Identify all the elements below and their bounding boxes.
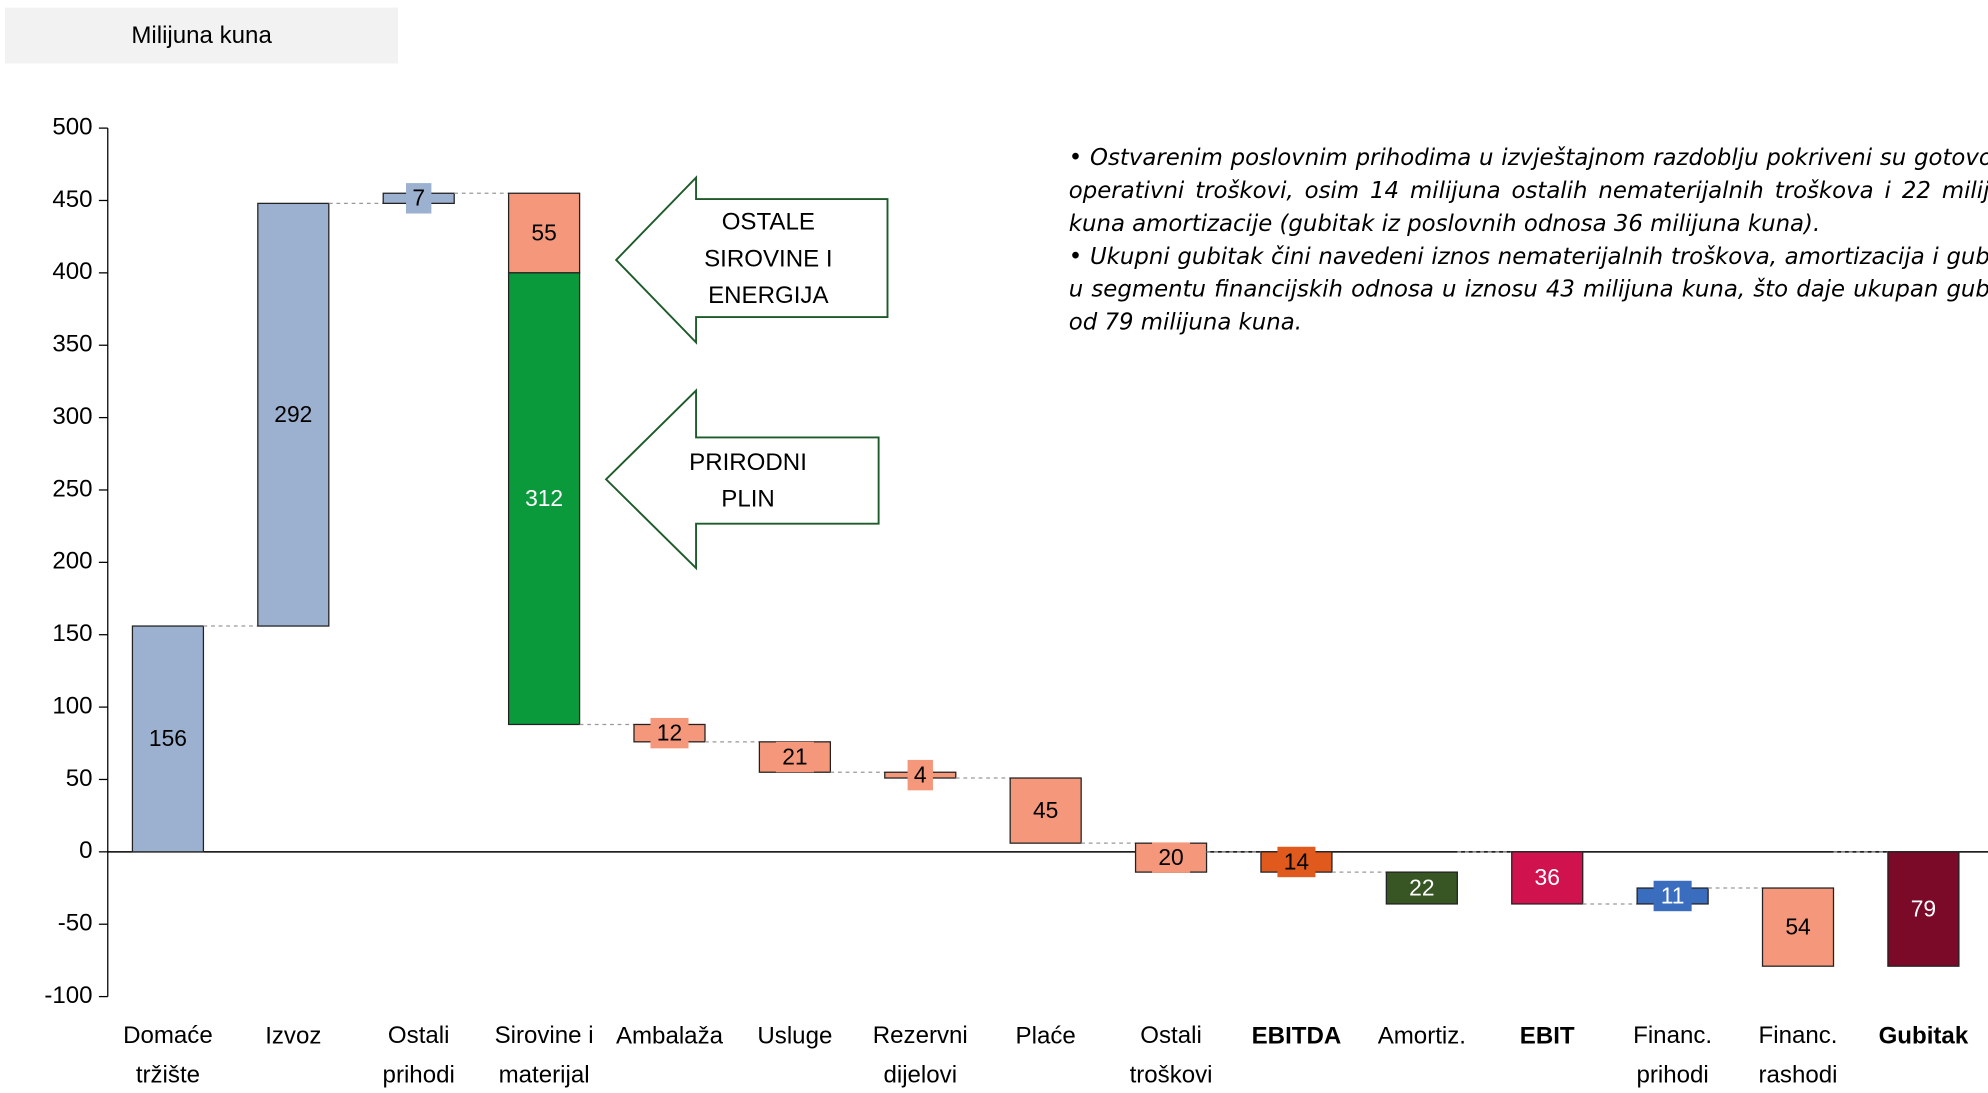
bar xyxy=(257,202,330,627)
x-tick-label: Financ. prihodi xyxy=(1633,1023,1712,1089)
y-tick-label: 0 xyxy=(79,837,92,864)
arrow-label: SIROVINE I xyxy=(704,245,832,272)
x-tick-label: Usluge xyxy=(757,1023,832,1050)
arrow xyxy=(604,388,880,571)
x-tick-label: Izvoz xyxy=(265,1023,321,1050)
value-label: 14 xyxy=(1284,848,1310,874)
bar xyxy=(507,272,581,726)
x-tick-label: Financ. rashodi xyxy=(1759,1023,1838,1089)
value-label: 11 xyxy=(1661,882,1685,908)
value-label: 21 xyxy=(782,743,807,769)
x-tick-label: Ambalaža xyxy=(616,1023,724,1050)
bar xyxy=(131,625,205,853)
bar xyxy=(507,192,581,274)
y-tick-label: 400 xyxy=(52,258,92,285)
bar xyxy=(1385,871,1458,905)
y-tick-label: 150 xyxy=(52,620,92,647)
x-tick-label: Gubitak xyxy=(1879,1023,1969,1050)
arrow-label: ENERGIJA xyxy=(708,282,829,309)
x-tick-label: Amortiz. xyxy=(1378,1023,1466,1050)
bar xyxy=(1887,851,1960,967)
x-tick-label: Ostali prihodi xyxy=(383,1023,455,1089)
value-label: 20 xyxy=(1158,844,1183,870)
bar xyxy=(1761,887,1835,967)
value-label: 22 xyxy=(1409,874,1434,900)
arrow-label: OSTALE xyxy=(722,209,815,236)
y-tick-label: 100 xyxy=(52,692,92,719)
value-label-bg xyxy=(1277,846,1316,878)
note: Ukupni gubitak čini navedeni iznos nemat… xyxy=(1069,241,1988,340)
arrow xyxy=(614,175,889,345)
y-tick-label: 50 xyxy=(66,765,93,792)
value-label: 79 xyxy=(1911,895,1936,921)
y-tick-label: 450 xyxy=(52,186,92,213)
y-tick-label: -50 xyxy=(58,910,93,937)
x-tick-label: Ostali troškovi xyxy=(1130,1023,1213,1089)
value-label-bg xyxy=(775,741,814,773)
x-tick-label: EBITDA xyxy=(1252,1023,1342,1050)
value-label: 4 xyxy=(914,761,927,787)
x-tick-label: Rezervni dijelovi xyxy=(873,1023,968,1089)
value-label: 55 xyxy=(531,219,556,245)
value-label: 54 xyxy=(1785,913,1811,939)
x-tick-label: Plaće xyxy=(1016,1023,1076,1050)
value-label: 292 xyxy=(274,401,312,427)
value-label-bg xyxy=(406,183,432,214)
bar xyxy=(1511,851,1584,905)
value-label-bg xyxy=(1653,880,1692,912)
y-tick-label: 250 xyxy=(52,475,92,502)
x-tick-label: Sirovine i materijal xyxy=(495,1023,594,1089)
value-label: 45 xyxy=(1033,797,1058,823)
value-label-bg xyxy=(650,717,689,749)
value-label: 312 xyxy=(525,485,563,511)
x-tick-label: EBIT xyxy=(1520,1023,1575,1050)
value-label: 36 xyxy=(1535,864,1560,890)
bar xyxy=(1009,777,1082,844)
arrow-label: PLIN xyxy=(721,486,775,513)
y-tick-label: -100 xyxy=(44,982,92,1009)
value-label: 7 xyxy=(412,185,425,211)
y-tick-label: 300 xyxy=(52,403,92,430)
arrow-label: PRIRODNI xyxy=(689,449,807,476)
y-tick-label: 500 xyxy=(52,113,92,140)
value-label: 12 xyxy=(657,719,682,745)
note: Ostvarenim poslovnim prihodima u izvješt… xyxy=(1069,142,1988,241)
y-tick-label: 200 xyxy=(52,548,92,575)
value-label-bg xyxy=(907,759,933,791)
x-tick-label: Domaće tržište xyxy=(123,1023,213,1089)
value-label: 156 xyxy=(149,725,187,751)
value-label-bg xyxy=(1152,842,1191,873)
notes: Ostvarenim poslovnim prihodima u izvješt… xyxy=(1069,142,1988,396)
unit-label: Milijuna kuna xyxy=(131,22,272,49)
y-tick-label: 350 xyxy=(52,331,92,358)
notes-text: Ostvarenim poslovnim prihodima u izvješt… xyxy=(1069,142,1988,340)
unit-box xyxy=(5,7,399,64)
